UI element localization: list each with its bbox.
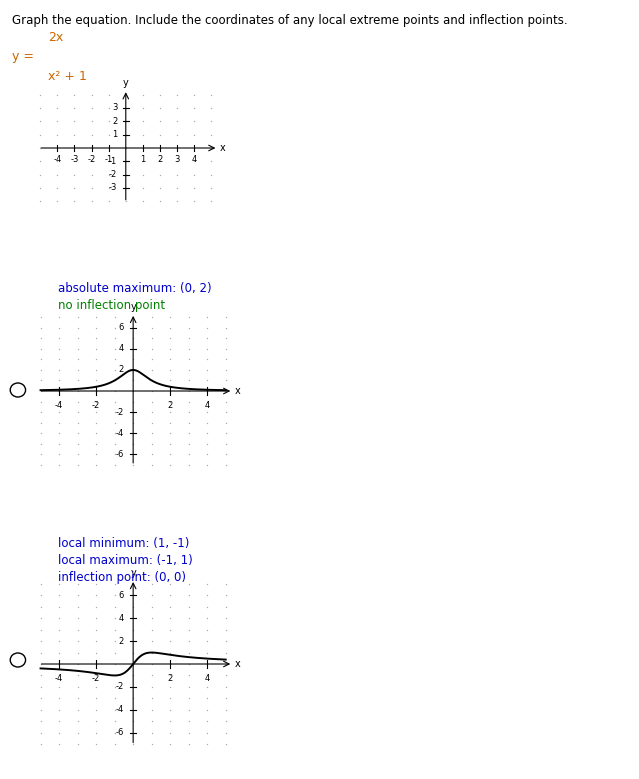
Text: -4: -4 [55,400,63,410]
Text: -2: -2 [116,407,124,417]
Text: local minimum: (1, -1): local minimum: (1, -1) [58,537,189,550]
Text: -4: -4 [53,155,61,164]
Text: y: y [123,78,128,88]
Text: 4: 4 [204,675,210,683]
Text: 6: 6 [118,323,124,333]
Text: 1: 1 [112,130,117,139]
Text: x: x [235,659,241,669]
Text: no inflection point: no inflection point [58,299,165,312]
Text: x² + 1: x² + 1 [48,70,87,83]
Text: -4: -4 [116,705,124,714]
Text: absolute maximum: (0, 2): absolute maximum: (0, 2) [58,282,211,295]
Text: 2: 2 [167,400,173,410]
Text: 4: 4 [119,614,124,622]
Text: 2: 2 [119,365,124,375]
Text: x: x [235,386,241,396]
Text: 4: 4 [119,344,124,354]
Text: -2: -2 [116,682,124,692]
Text: 3: 3 [174,155,180,164]
Text: -1: -1 [105,155,112,164]
Text: 4: 4 [192,155,197,164]
Text: -4: -4 [116,428,124,438]
Text: -3: -3 [70,155,79,164]
Text: -6: -6 [116,728,124,737]
Text: y: y [130,568,136,578]
Text: 6: 6 [118,590,124,600]
Text: 2: 2 [157,155,163,164]
Text: 2x: 2x [48,30,63,44]
Text: local maximum: (-1, 1): local maximum: (-1, 1) [58,554,192,567]
Text: 2: 2 [112,117,117,126]
Text: -4: -4 [55,675,63,683]
Text: -2: -2 [88,155,96,164]
Text: -2: -2 [109,170,117,179]
Text: y =: y = [12,50,33,62]
Text: x: x [220,143,226,153]
Text: -2: -2 [92,400,100,410]
Text: 2: 2 [167,675,173,683]
Text: 2: 2 [119,636,124,646]
Text: Graph the equation. Include the coordinates of any local extreme points and infl: Graph the equation. Include the coordina… [12,14,567,27]
Text: -6: -6 [116,449,124,459]
Text: 3: 3 [112,104,117,112]
Text: -1: -1 [109,157,117,166]
Text: 1: 1 [141,155,146,164]
Text: 4: 4 [204,400,210,410]
Text: y: y [130,302,136,312]
Text: -2: -2 [92,675,100,683]
Text: -3: -3 [109,184,117,192]
Text: inflection point: (0, 0): inflection point: (0, 0) [58,571,185,584]
